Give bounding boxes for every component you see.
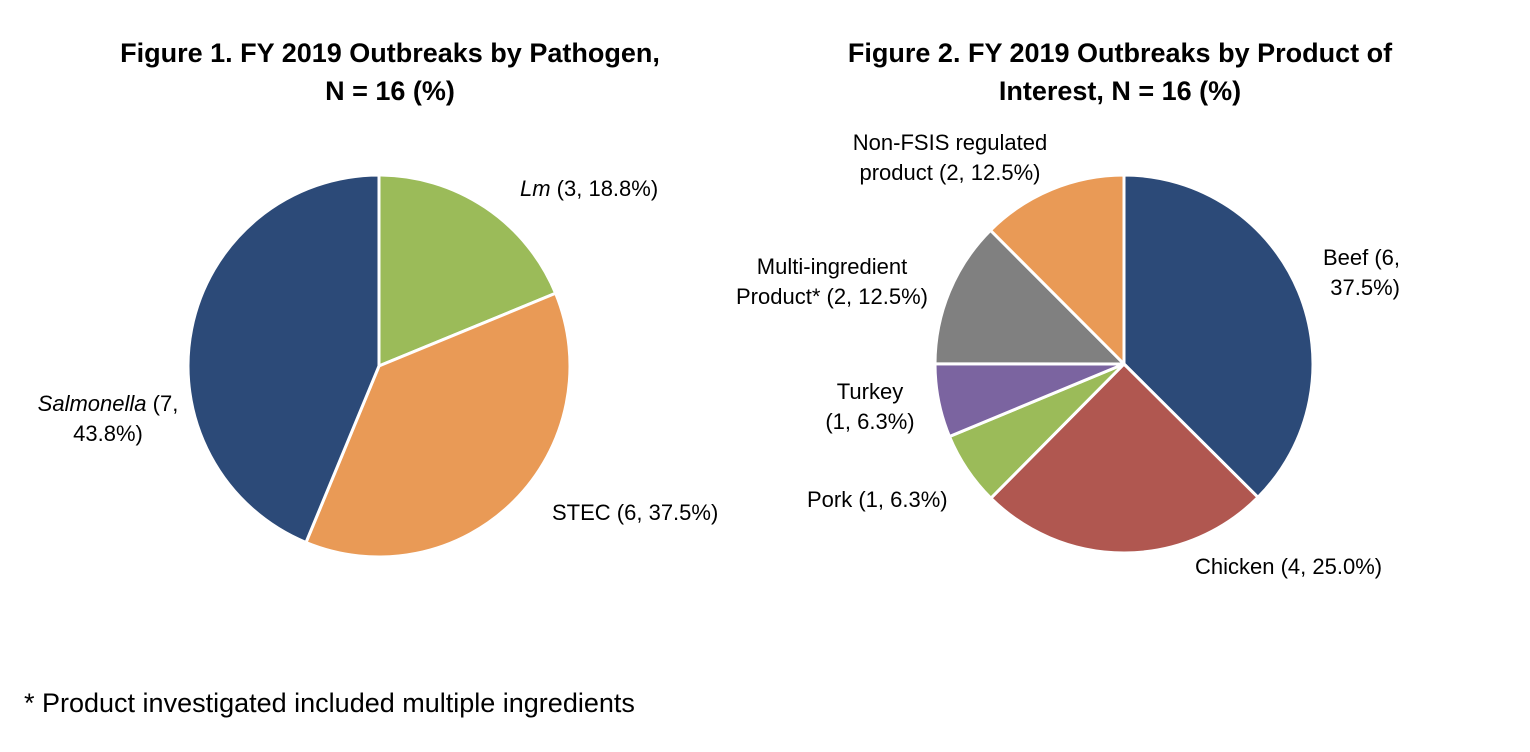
slice-label-turkey-line2: (1, 6.3%) bbox=[825, 409, 915, 434]
product-slice-chicken bbox=[988, 361, 1261, 555]
slice-label-lm-value: (3, 18.8%) bbox=[550, 176, 659, 201]
chart1-title-line2: N = 16 (%) bbox=[325, 76, 455, 106]
chart2-title: Figure 2. FY 2019 Outbreaks by Product o… bbox=[800, 34, 1440, 110]
chart2-title-line1: Figure 2. FY 2019 Outbreaks by Product o… bbox=[847, 38, 1393, 68]
pathogen-slice-lm bbox=[377, 173, 558, 369]
slice-label-stec-value: (6, 37.5%) bbox=[610, 500, 719, 525]
chart1-title: Figure 1. FY 2019 Outbreaks by Pathogen,… bbox=[80, 34, 700, 110]
slice-label-salmonella-value: (7, bbox=[146, 391, 179, 416]
slice-label-salmonella-pct: 43.8%) bbox=[73, 421, 143, 446]
slice-label-multi-ingredient: Multi-ingredient Product* (2, 12.5%) bbox=[712, 252, 952, 312]
slice-label-chicken-line1: Chicken (4, 25.0%) bbox=[1195, 554, 1383, 579]
slice-label-pork-line1: Pork (1, 6.3%) bbox=[807, 487, 948, 512]
slice-label-lm-name: Lm bbox=[520, 176, 551, 201]
slice-label-non-fsis-line2: product (2, 12.5%) bbox=[859, 160, 1041, 185]
product-slice-multi-ingredient-product bbox=[933, 228, 1128, 366]
slice-label-stec: STEC (6, 37.5%) bbox=[552, 498, 718, 528]
slice-label-stec-name: STEC bbox=[552, 500, 611, 525]
slice-label-turkey: Turkey (1, 6.3%) bbox=[800, 377, 940, 437]
slice-label-beef: Beef (6, 37.5%) bbox=[1280, 243, 1400, 303]
slice-label-pork: Pork (1, 6.3%) bbox=[807, 485, 948, 515]
chart2-title-line2: Interest, N = 16 (%) bbox=[998, 76, 1242, 106]
slice-label-lm: Lm (3, 18.8%) bbox=[520, 174, 658, 204]
slice-label-beef-line2: 37.5%) bbox=[1330, 275, 1400, 300]
slice-label-multi-line1: Multi-ingredient bbox=[756, 254, 908, 279]
slice-label-multi-line2: Product* (2, 12.5%) bbox=[736, 284, 928, 309]
slice-label-non-fsis-line1: Non-FSIS regulated bbox=[852, 130, 1048, 155]
slice-label-chicken: Chicken (4, 25.0%) bbox=[1195, 552, 1382, 582]
product-slice-beef bbox=[1122, 173, 1315, 500]
slice-label-turkey-line1: Turkey bbox=[836, 379, 904, 404]
slice-label-salmonella-name: Salmonella bbox=[37, 391, 147, 416]
chart1-title-line1: Figure 1. FY 2019 Outbreaks by Pathogen, bbox=[120, 38, 660, 68]
slice-label-non-fsis: Non-FSIS regulated product (2, 12.5%) bbox=[830, 128, 1070, 188]
product-slice-non-fsis-regulated-product bbox=[988, 173, 1126, 368]
pathogen-slice-salmonella bbox=[186, 173, 381, 545]
footnote: * Product investigated included multiple… bbox=[24, 688, 635, 718]
slice-label-salmonella: Salmonella (7, 43.8%) bbox=[18, 389, 198, 449]
pathogen-slice-stec bbox=[304, 291, 572, 559]
slice-label-beef-line1: Beef (6, bbox=[1322, 245, 1400, 270]
